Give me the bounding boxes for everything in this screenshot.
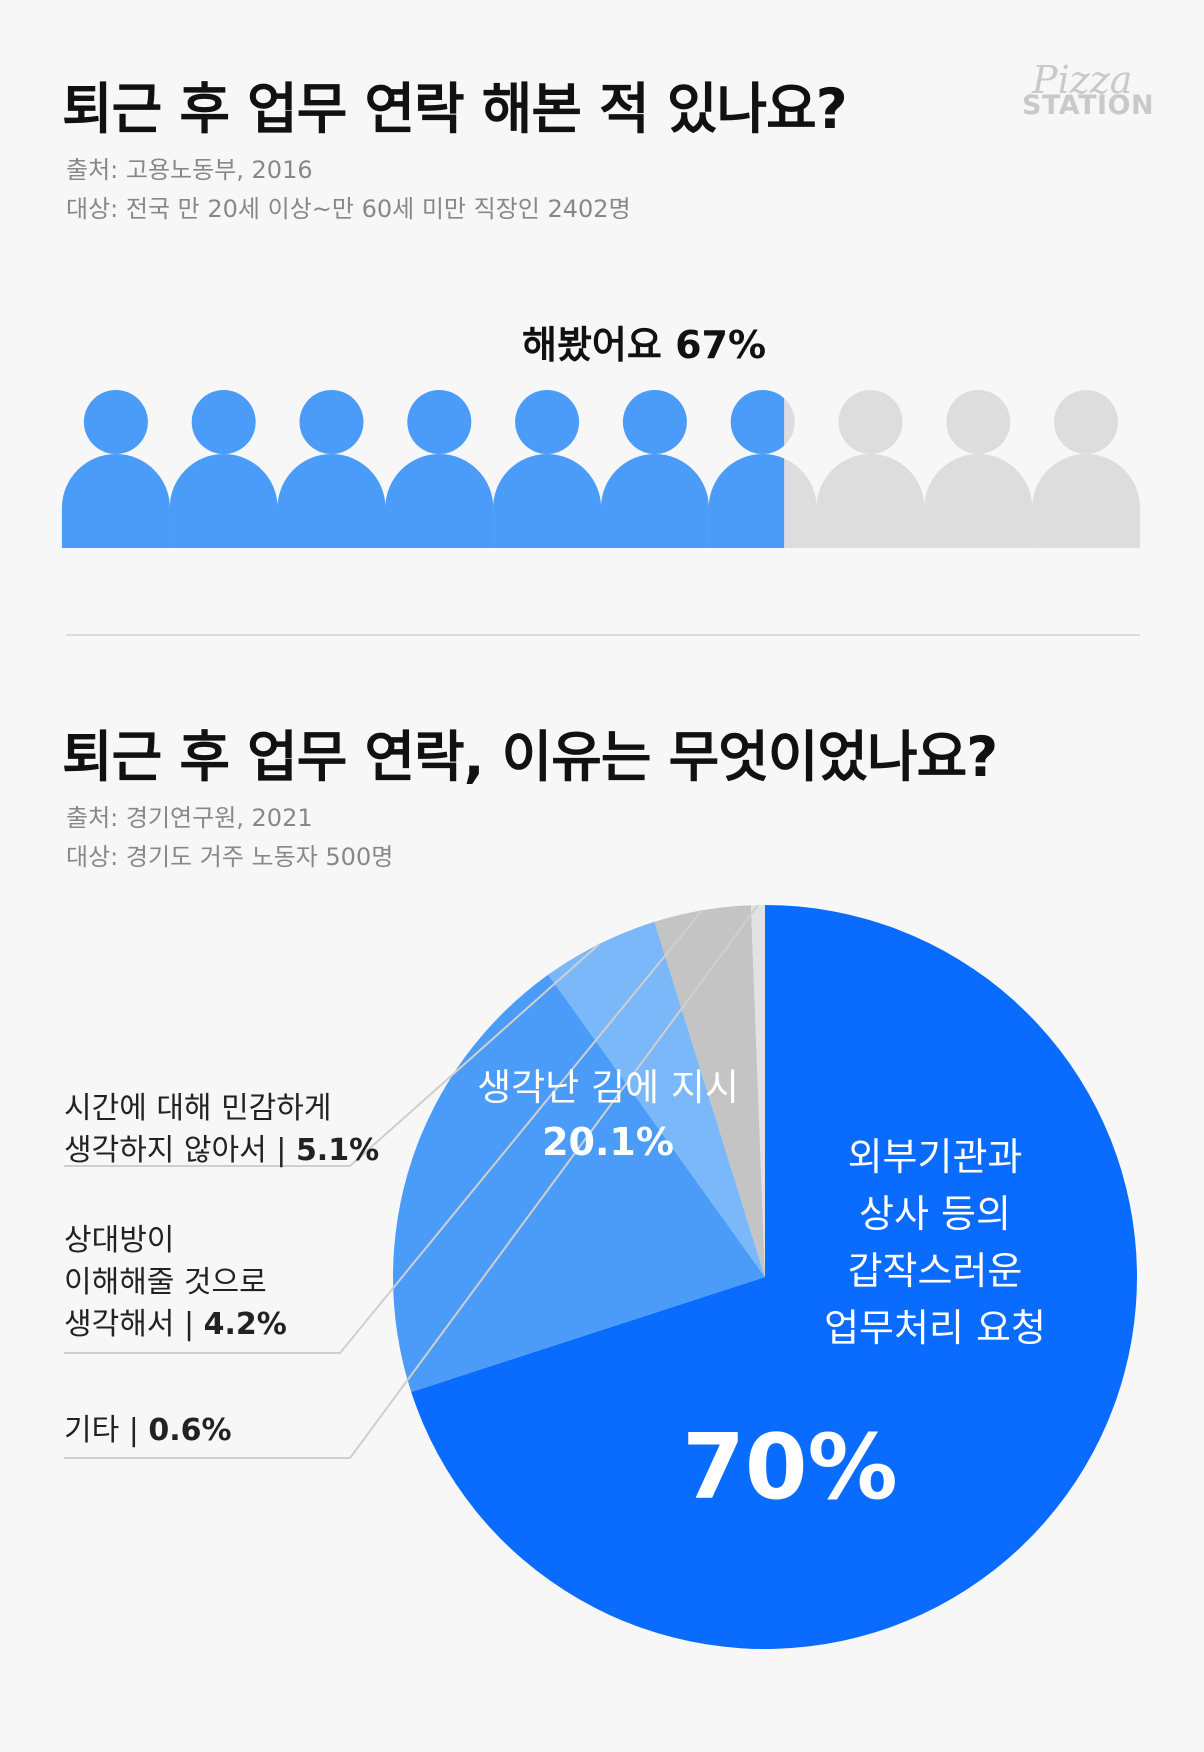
person-body-active-1 xyxy=(61,454,170,548)
callout-slice-3-line-1: 시간에 대해 민감하게 xyxy=(64,1091,332,1126)
person-head-active-5 xyxy=(515,390,580,454)
callout-slice-4-line-3: 생각해서 xyxy=(64,1307,175,1342)
pie-slice-1-label-line-1: 외부기관과 xyxy=(848,1135,1023,1179)
person-body-active-5 xyxy=(493,454,602,548)
person-body-active-7 xyxy=(708,454,785,548)
leader-line-slice-5 xyxy=(64,904,759,1459)
person-head-inactive-10 xyxy=(1054,390,1119,454)
person-head-inactive-9 xyxy=(946,390,1011,454)
pie-slice-3 xyxy=(548,921,765,1277)
callout-slice-3-value: 5.1% xyxy=(295,1133,380,1168)
person-head-active-2 xyxy=(191,390,256,454)
pie-slice-1-label-line-4: 업무처리 요청 xyxy=(824,1306,1046,1350)
brand-logo-script: Pizza xyxy=(1032,58,1133,102)
person-head-active-7 xyxy=(730,390,785,454)
pie-slice-2-label: 생각난 김에 지시 xyxy=(477,1066,739,1109)
people-group-active xyxy=(61,390,785,548)
callout-slice-5-value: 0.6% xyxy=(148,1413,232,1448)
person-body-active-2 xyxy=(169,454,278,548)
callout-slice-4-value: 4.2% xyxy=(203,1307,287,1342)
pictogram-chart xyxy=(61,390,1141,548)
section2-title: 퇴근 후 업무 연락, 이유는 무엇이었나요? xyxy=(62,725,998,789)
person-body-active-6 xyxy=(600,454,709,548)
person-head-active-1 xyxy=(83,390,148,454)
person-head-inactive-7 xyxy=(784,398,795,446)
pictogram-label: 해봤어요 67% xyxy=(522,314,766,369)
callout-slice-5-line-1: 기타 xyxy=(64,1413,120,1448)
person-body-active-4 xyxy=(385,454,494,548)
callout-slice-3: 시간에 대해 민감하게 생각하지 않아서 | 5.1% xyxy=(64,1088,379,1172)
section1-title: 퇴근 후 업무 연락 해본 적 있나요? xyxy=(62,77,848,141)
pictogram-label-text: 해봤어요 xyxy=(522,323,662,367)
leader-line-slice-3 xyxy=(64,943,600,1167)
pie-slice-5 xyxy=(750,905,765,1277)
person-head-active-3 xyxy=(299,390,364,454)
callout-slice-5: 기타 | 0.6% xyxy=(64,1413,232,1448)
callout-slice-4-line-2: 이해해줄 것으로 xyxy=(64,1265,267,1300)
section-divider xyxy=(66,634,1140,636)
pie-slice-1 xyxy=(411,905,1137,1649)
section2-target: 대상: 경기도 거주 노동자 500명 xyxy=(66,843,394,871)
person-head-active-6 xyxy=(622,390,687,454)
pictogram-label-value: 67% xyxy=(675,323,767,367)
person-head-active-4 xyxy=(407,390,472,454)
callout-slice-3-line-2: 생각하지 않아서 xyxy=(64,1133,267,1168)
callout-slice-4: 상대방이 이해해줄 것으로 생각해서 | 4.2% xyxy=(64,1220,287,1346)
section1-target: 대상: 전국 만 20세 이상~만 60세 미만 직장인 2402명 xyxy=(66,195,631,223)
person-body-active-3 xyxy=(277,454,386,548)
person-body-inactive-7 xyxy=(784,458,817,548)
person-body-inactive-8 xyxy=(816,454,925,548)
pie-slice-4 xyxy=(654,905,765,1277)
leader-line-slice-4 xyxy=(64,909,703,1354)
callout-slice-4-line-1: 상대방이 xyxy=(64,1223,175,1258)
person-head-inactive-8 xyxy=(838,390,903,454)
pie-slice-1-label-line-3: 갑작스러운 xyxy=(848,1249,1023,1293)
section2-source: 출처: 경기연구원, 2021 xyxy=(66,804,313,832)
pie-slice-1-label-line-2: 상사 등의 xyxy=(859,1192,1011,1236)
pie-slice-2 xyxy=(392,974,765,1392)
person-body-inactive-9 xyxy=(924,453,1033,548)
pie-slice-2-value: 20.1% xyxy=(542,1120,674,1164)
brand-logo-wordmark: STATION xyxy=(1022,90,1155,121)
people-group-inactive xyxy=(784,390,1141,548)
person-body-inactive-10 xyxy=(1032,454,1141,548)
section1-source: 출처: 고용노동부, 2016 xyxy=(66,156,313,184)
pie-slice-1-value: 70% xyxy=(682,1415,897,1520)
